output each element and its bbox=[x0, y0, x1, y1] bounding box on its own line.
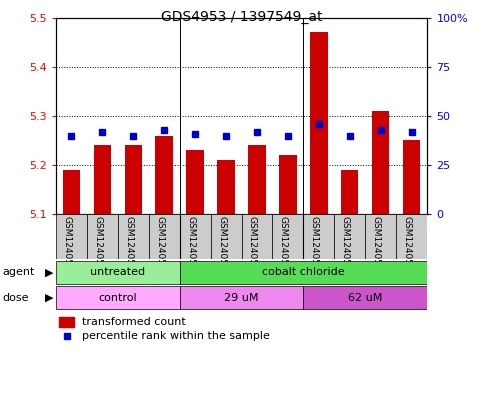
Text: ▶: ▶ bbox=[44, 293, 53, 303]
Bar bbox=[242, 214, 272, 259]
Bar bbox=[272, 214, 303, 259]
Text: GSM1240511: GSM1240511 bbox=[155, 217, 164, 277]
Text: 29 uM: 29 uM bbox=[224, 293, 259, 303]
Bar bbox=[180, 214, 211, 259]
Bar bbox=[341, 170, 358, 214]
Bar bbox=[86, 214, 117, 259]
Bar bbox=[94, 145, 111, 214]
Text: GSM1240503: GSM1240503 bbox=[186, 217, 195, 277]
Bar bbox=[403, 140, 421, 214]
Text: GDS4953 / 1397549_at: GDS4953 / 1397549_at bbox=[161, 10, 322, 24]
Bar bbox=[248, 145, 266, 214]
Bar bbox=[372, 111, 389, 214]
Text: GSM1240502: GSM1240502 bbox=[62, 217, 71, 277]
Text: 62 uM: 62 uM bbox=[348, 293, 383, 303]
Bar bbox=[56, 261, 180, 284]
Text: cobalt chloride: cobalt chloride bbox=[262, 267, 345, 277]
Text: GSM1240513: GSM1240513 bbox=[403, 217, 412, 277]
Text: GSM1240510: GSM1240510 bbox=[372, 217, 381, 277]
Bar bbox=[180, 286, 303, 309]
Text: control: control bbox=[98, 293, 137, 303]
Text: ▶: ▶ bbox=[44, 267, 53, 277]
Text: percentile rank within the sample: percentile rank within the sample bbox=[82, 331, 270, 342]
Bar bbox=[156, 136, 172, 214]
Text: agent: agent bbox=[2, 267, 35, 277]
Bar bbox=[397, 214, 427, 259]
Bar bbox=[366, 214, 397, 259]
Bar bbox=[56, 214, 86, 259]
Bar bbox=[149, 214, 180, 259]
Text: untreated: untreated bbox=[90, 267, 145, 277]
Text: GSM1240506: GSM1240506 bbox=[217, 217, 226, 277]
Text: GSM1240504: GSM1240504 bbox=[310, 217, 319, 277]
Text: GSM1240509: GSM1240509 bbox=[248, 217, 257, 277]
Text: GSM1240505: GSM1240505 bbox=[93, 217, 102, 277]
Bar bbox=[217, 160, 235, 214]
Bar bbox=[59, 317, 74, 327]
Bar bbox=[62, 170, 80, 214]
Text: GSM1240507: GSM1240507 bbox=[341, 217, 350, 277]
Bar bbox=[180, 261, 427, 284]
Bar bbox=[56, 286, 180, 309]
Bar bbox=[311, 33, 327, 214]
Bar bbox=[211, 214, 242, 259]
Bar bbox=[334, 214, 366, 259]
Bar bbox=[280, 155, 297, 214]
Bar bbox=[186, 150, 203, 214]
Bar bbox=[303, 214, 334, 259]
Text: GSM1240512: GSM1240512 bbox=[279, 217, 288, 277]
Bar bbox=[117, 214, 149, 259]
Bar bbox=[303, 286, 427, 309]
Bar bbox=[125, 145, 142, 214]
Text: transformed count: transformed count bbox=[82, 317, 185, 327]
Text: GSM1240508: GSM1240508 bbox=[124, 217, 133, 277]
Text: dose: dose bbox=[2, 293, 29, 303]
